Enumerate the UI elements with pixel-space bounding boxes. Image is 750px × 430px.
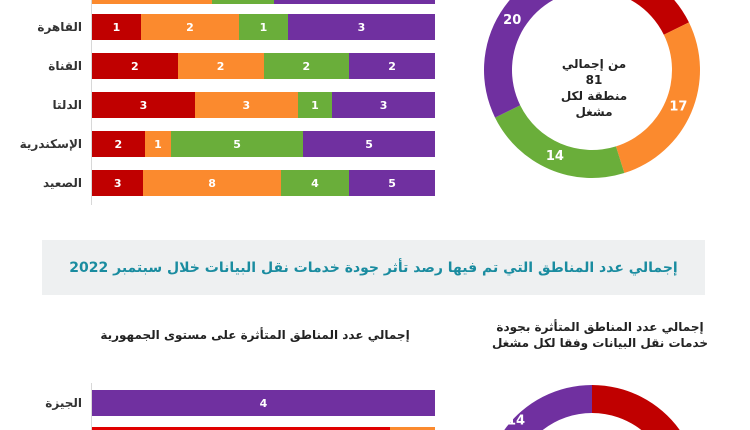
bar-segment-red — [92, 427, 391, 430]
bar-segment-orange: 2 — [141, 14, 239, 40]
bar-segment-orange — [92, 0, 213, 4]
bar-label: الدلتا — [52, 98, 82, 112]
bar-segment-orange: 1 — [144, 131, 172, 157]
bar-segment-red: 3 — [92, 170, 144, 196]
subtitle-right: إجمالي عدد المناطق المتأثرة بجودة خدمات … — [470, 319, 730, 351]
bar-label: القناة — [48, 59, 82, 73]
donut2-slice-purple — [504, 385, 592, 430]
bar-segment-green: 1 — [297, 92, 333, 118]
bar-segment-orange: 8 — [143, 170, 281, 196]
donut-slice-orange — [615, 22, 700, 174]
subtitle-right-line1: إجمالي عدد المناطق المتأثرة بجودة — [496, 320, 704, 334]
donut-label: 14 — [546, 149, 564, 164]
bar-partial-bottom — [92, 427, 435, 430]
bar-label: الإسكندرية — [19, 137, 82, 151]
donut-label: 20 — [503, 13, 521, 28]
bar-segment-green — [212, 0, 274, 4]
bar-segment-orange: 2 — [177, 53, 264, 79]
bar-segment-purple: 5 — [349, 170, 435, 196]
bar-segment-red: 3 — [92, 92, 195, 118]
bar-label-giza: الجيزة — [45, 396, 82, 410]
center-line-3: مشغل — [575, 105, 613, 119]
subtitle-right-line2: خدمات نقل البيانات وفقا لكل مشغل — [491, 336, 709, 350]
donut-label: 17 — [669, 100, 687, 115]
bar-segment-purple — [273, 0, 435, 4]
donut-slice-green — [495, 105, 625, 178]
bar-segment-orange — [390, 427, 435, 430]
bar-segment: 4 — [92, 390, 435, 416]
bar-segment-green: 4 — [280, 170, 350, 196]
bar-giza: 4 — [92, 390, 435, 416]
subtitle-left: إجمالي عدد المناطق المتأثرة على مستوى ال… — [100, 328, 410, 342]
bar-segment-purple: 3 — [332, 92, 435, 118]
center-line-2: منطقة لكل — [560, 89, 628, 103]
donut2-label: 14 — [507, 414, 525, 429]
bar-label: القاهرة — [37, 20, 82, 34]
bar-segment-purple: 2 — [349, 53, 435, 79]
bar-axis-top — [91, 0, 92, 205]
bar-segment-green: 5 — [171, 131, 304, 157]
bar-segment-red: 1 — [92, 14, 141, 40]
banner-title: إجمالي عدد المناطق التي تم فيها رصد تأثر… — [69, 259, 678, 276]
donut-slice-red — [630, 0, 689, 35]
bar-segment-purple: 3 — [288, 14, 435, 40]
bar-label: الصعيد — [42, 176, 82, 190]
bar-segment-orange: 3 — [194, 92, 298, 118]
bar-segment-red: 2 — [92, 53, 178, 79]
donut-center-text: من إجمالي 81 منطقة لكل مشغل — [552, 56, 636, 120]
bar-segment-red: 2 — [92, 131, 145, 157]
section-banner: إجمالي عدد المناطق التي تم فيها رصد تأثر… — [42, 240, 705, 295]
bar-segment-purple: 5 — [303, 131, 435, 157]
bar-segment-green: 1 — [239, 14, 288, 40]
bar-segment-green: 2 — [263, 53, 350, 79]
bar-partial-top — [92, 0, 435, 4]
center-line-1: من إجمالي 81 — [561, 57, 627, 87]
bar-axis-bottom — [91, 383, 92, 430]
donut2-slice-red — [592, 385, 680, 430]
donut-slice-purple — [484, 0, 554, 118]
